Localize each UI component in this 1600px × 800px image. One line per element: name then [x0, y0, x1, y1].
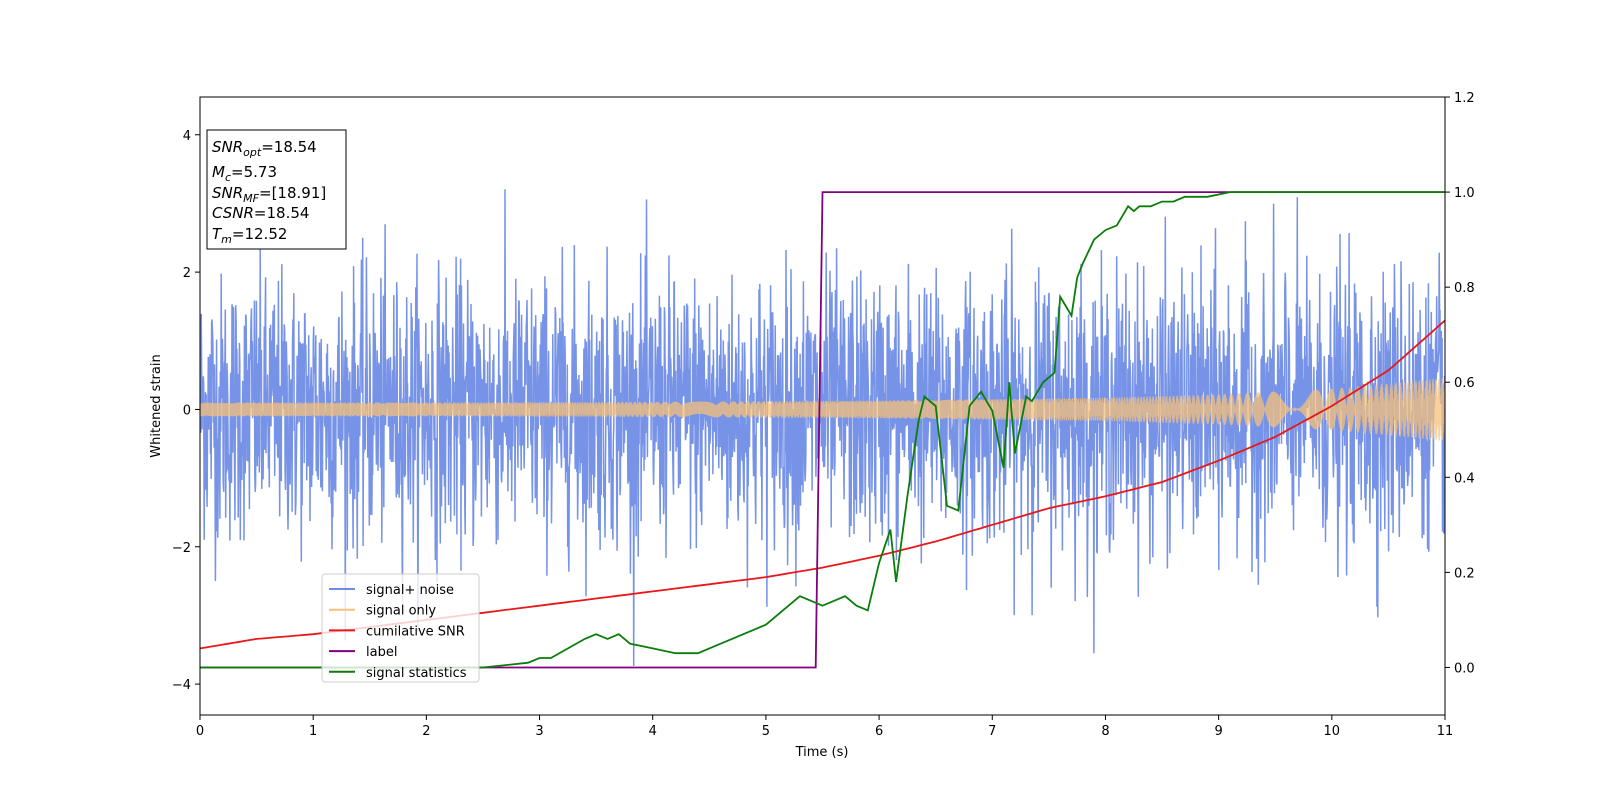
y2-tick-label: 0.8	[1454, 281, 1475, 296]
y2-tick-label: 1.2	[1454, 91, 1475, 106]
series-label	[200, 191, 1445, 669]
legend-label: cumilative SNR	[366, 624, 465, 639]
x-tick-label: 1	[309, 724, 317, 739]
x-tick-label: 8	[1101, 724, 1109, 739]
x-tick-label: 11	[1437, 724, 1454, 739]
y-axis-left: −4 −2 0 2 4	[172, 129, 200, 693]
info-line: Mc=5.73	[212, 163, 277, 184]
y2-tick-label: 0.4	[1454, 471, 1475, 486]
legend: signal+ noise signal only cumilative SNR la…	[321, 573, 480, 683]
x-tick-label: 4	[649, 724, 657, 739]
legend-label: signal only	[366, 604, 436, 619]
y2-tick-label: 1.0	[1454, 186, 1475, 201]
y2-tick-label: 0.6	[1454, 376, 1475, 391]
x-tick-label: 7	[988, 724, 996, 739]
info-line: CSNR=18.54	[212, 204, 309, 222]
y-tick-label: 2	[183, 266, 191, 281]
legend-label: signal statistics	[366, 666, 467, 681]
x-tick-label: 10	[1324, 724, 1341, 739]
y-axis-label: Whitened strain	[149, 354, 164, 457]
y2-tick-label: 0.0	[1454, 661, 1475, 676]
x-tick-label: 6	[875, 724, 883, 739]
info-box-frame	[206, 129, 347, 250]
y-axis-right: 0.0 0.2 0.4 0.6 0.8 1.0 1.2	[1445, 91, 1475, 676]
plot-frame	[199, 96, 1446, 716]
legend-label: signal+ noise	[366, 583, 454, 598]
info-line: SNRopt=18.54	[212, 138, 317, 159]
series-signal-only	[200, 378, 1445, 441]
x-tick-label: 0	[196, 724, 204, 739]
x-tick-label: 5	[762, 724, 770, 739]
info-line: Tm=12.52	[212, 225, 287, 246]
info-line: SNRMF=[18.91]	[212, 184, 326, 205]
x-tick-label: 2	[422, 724, 430, 739]
legend-frame	[321, 573, 480, 683]
y2-tick-label: 0.2	[1454, 566, 1475, 581]
y-tick-label: −2	[172, 541, 191, 556]
legend-label: label	[366, 645, 397, 660]
y-tick-label: −4	[172, 678, 191, 693]
y-tick-label: 0	[183, 403, 191, 418]
x-axis-label: Time (s)	[795, 745, 849, 760]
y-tick-label: 4	[183, 129, 191, 144]
series-signal-statistics	[200, 191, 1445, 669]
info-box: SNRopt=18.54 Mc=5.73SNRMF=[18.91]CSNR=18.…	[206, 129, 347, 250]
x-tick-label: 9	[1214, 724, 1222, 739]
x-axis: 0 1 2 3 4 5 6 7 8 9 10 11	[196, 715, 1453, 739]
x-tick-label: 3	[535, 724, 543, 739]
